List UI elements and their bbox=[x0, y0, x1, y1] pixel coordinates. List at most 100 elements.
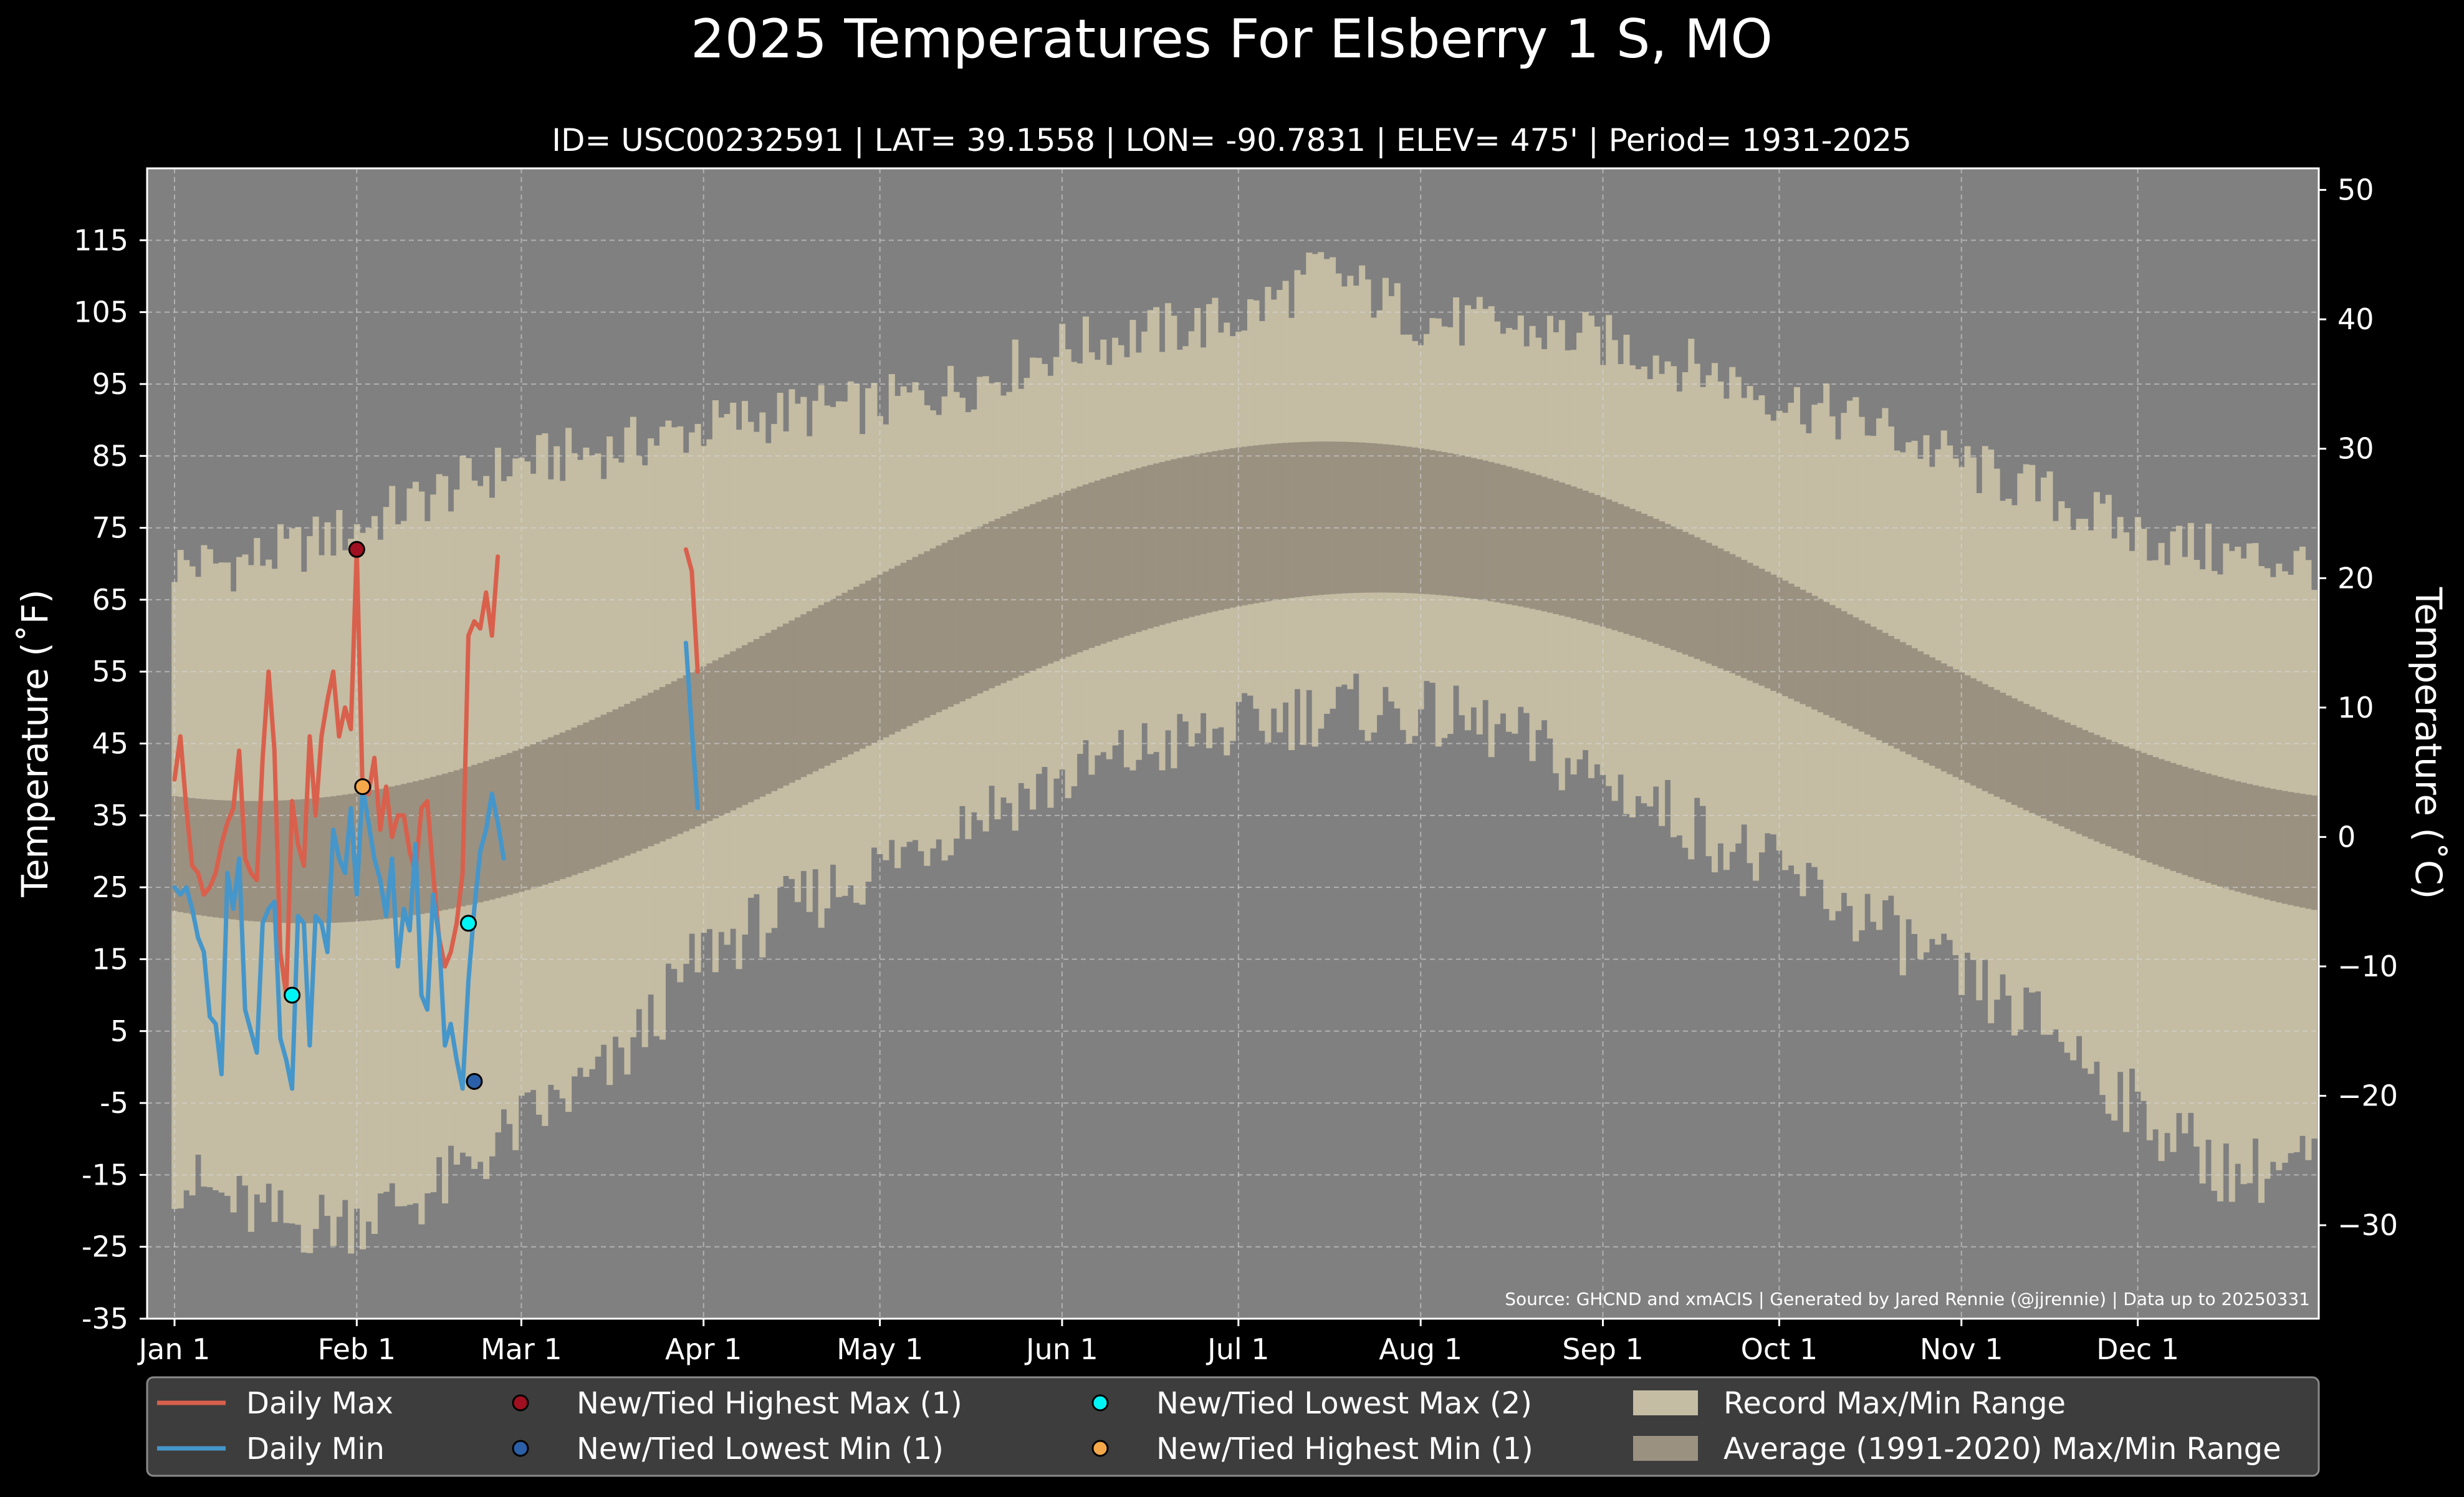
average-range-bar bbox=[1964, 675, 1971, 783]
y-axis-label-left: Temperature (˚F) bbox=[14, 589, 56, 897]
average-range-bar bbox=[436, 775, 443, 912]
average-range-bar bbox=[1670, 526, 1677, 650]
average-range-bar bbox=[2041, 712, 2048, 819]
legend-box bbox=[146, 1376, 2320, 1477]
y-axis-left: -35 -25 -15 -5 5 15 25 35 45 55 65 75 85 95 105 115 bbox=[74, 223, 147, 1336]
average-range-bar bbox=[1858, 620, 1865, 732]
average-range-bar bbox=[847, 589, 854, 754]
average-range-bar bbox=[1412, 447, 1419, 594]
average-range-bar bbox=[1793, 586, 1800, 701]
average-range-bar bbox=[1505, 466, 1512, 605]
x-tick-label: Sep 1 bbox=[1562, 1332, 1644, 1366]
average-range-bar bbox=[694, 669, 701, 827]
y-tick-label: 105 bbox=[74, 296, 128, 329]
average-range-bar bbox=[1176, 458, 1183, 620]
average-range-bar bbox=[1935, 660, 1942, 769]
average-range-bar bbox=[1047, 497, 1054, 664]
average-range-bar bbox=[1546, 478, 1553, 613]
average-range-bar bbox=[794, 617, 801, 780]
average-range-bar bbox=[2223, 778, 2230, 888]
average-range-bar bbox=[977, 526, 984, 694]
average-range-bar bbox=[1664, 524, 1671, 648]
average-range-bar bbox=[1929, 657, 1935, 766]
average-range-bar bbox=[1834, 608, 1842, 721]
average-range-bar bbox=[1782, 580, 1789, 696]
average-range-bar bbox=[747, 642, 754, 802]
average-range-bar bbox=[730, 651, 737, 811]
average-range-bar bbox=[1041, 499, 1048, 667]
average-range-bar bbox=[377, 789, 384, 920]
average-range-bar bbox=[1129, 469, 1136, 634]
y-tick-label: 115 bbox=[74, 223, 128, 257]
average-range-bar bbox=[759, 636, 766, 797]
average-range-bar bbox=[559, 732, 566, 879]
average-range-bar bbox=[2276, 789, 2283, 903]
average-range-bar bbox=[971, 529, 977, 696]
y-tick-label: 35 bbox=[92, 799, 128, 832]
average-range-bar bbox=[1212, 451, 1219, 612]
average-range-bar bbox=[1265, 444, 1272, 602]
average-range-bar bbox=[283, 800, 290, 923]
daily-series bbox=[172, 547, 700, 1091]
average-range-bar bbox=[365, 791, 372, 921]
average-range-bar bbox=[442, 773, 449, 910]
average-range-bar bbox=[312, 798, 319, 923]
average-range-bar bbox=[1694, 537, 1700, 659]
average-range-bar bbox=[2123, 746, 2130, 854]
x-tick-label: Dec 1 bbox=[2096, 1332, 2179, 1366]
average-range-bar bbox=[600, 715, 607, 865]
average-range-bar bbox=[1311, 441, 1318, 596]
average-range-bar bbox=[2270, 789, 2276, 902]
average-range-bar bbox=[2088, 732, 2094, 839]
average-range-bar bbox=[659, 686, 666, 842]
average-range-bar bbox=[1482, 460, 1489, 600]
average-range-bar bbox=[929, 548, 936, 715]
average-range-bar bbox=[1371, 443, 1378, 593]
average-range-bar bbox=[800, 614, 807, 777]
average-range-bar bbox=[1494, 463, 1501, 602]
average-range-bar bbox=[307, 798, 314, 923]
average-range-bar bbox=[1711, 546, 1718, 667]
average-range-bar bbox=[1076, 486, 1083, 653]
average-range-bar bbox=[1846, 614, 1853, 726]
legend-label: Daily Max bbox=[246, 1386, 393, 1421]
average-range-bar bbox=[2052, 717, 2059, 824]
average-range-bar bbox=[1270, 443, 1277, 600]
average-range-bar bbox=[360, 792, 367, 922]
average-range-bar bbox=[712, 660, 719, 819]
average-range-bar bbox=[2240, 782, 2247, 893]
y-tick-label: 75 bbox=[92, 511, 128, 545]
average-range-bar bbox=[418, 779, 425, 914]
average-range-bar bbox=[1976, 681, 1983, 789]
average-range-bar bbox=[424, 778, 431, 913]
average-range-bar bbox=[1741, 560, 1748, 678]
record-marker-point bbox=[460, 915, 477, 932]
average-range-bar bbox=[912, 557, 919, 724]
average-range-bar bbox=[1958, 672, 1965, 780]
average-range-bar bbox=[1141, 466, 1148, 630]
average-range-bar bbox=[1206, 452, 1212, 613]
x-tick-label: Jul 1 bbox=[1206, 1332, 1269, 1366]
average-range-bar bbox=[1306, 441, 1313, 596]
average-range-bar bbox=[1241, 446, 1248, 605]
y-right-tick-label: 20 bbox=[2337, 561, 2374, 595]
x-tick-label: Jan 1 bbox=[137, 1332, 211, 1366]
chart-subtitle: ID= USC00232591 | LAT= 39.1558 | LON= -9… bbox=[552, 122, 1912, 158]
average-range-bar bbox=[2035, 709, 2041, 816]
average-range-bar bbox=[471, 764, 478, 904]
average-range-bar bbox=[806, 611, 813, 774]
x-tick-label: Apr 1 bbox=[665, 1332, 742, 1366]
average-range-bar bbox=[1988, 686, 1995, 794]
average-range-bar bbox=[1770, 574, 1777, 691]
y-right-tick-label: 30 bbox=[2337, 432, 2374, 466]
average-range-bar bbox=[1300, 441, 1306, 597]
average-range-bar bbox=[1618, 504, 1624, 632]
average-range-bar bbox=[2211, 775, 2218, 885]
average-range-bar bbox=[718, 657, 725, 816]
average-range-bar bbox=[871, 577, 878, 743]
average-range-bar bbox=[2023, 704, 2030, 811]
average-range-bar bbox=[1147, 465, 1154, 628]
average-range-bar bbox=[2076, 727, 2083, 834]
average-range-bar bbox=[1323, 441, 1330, 595]
